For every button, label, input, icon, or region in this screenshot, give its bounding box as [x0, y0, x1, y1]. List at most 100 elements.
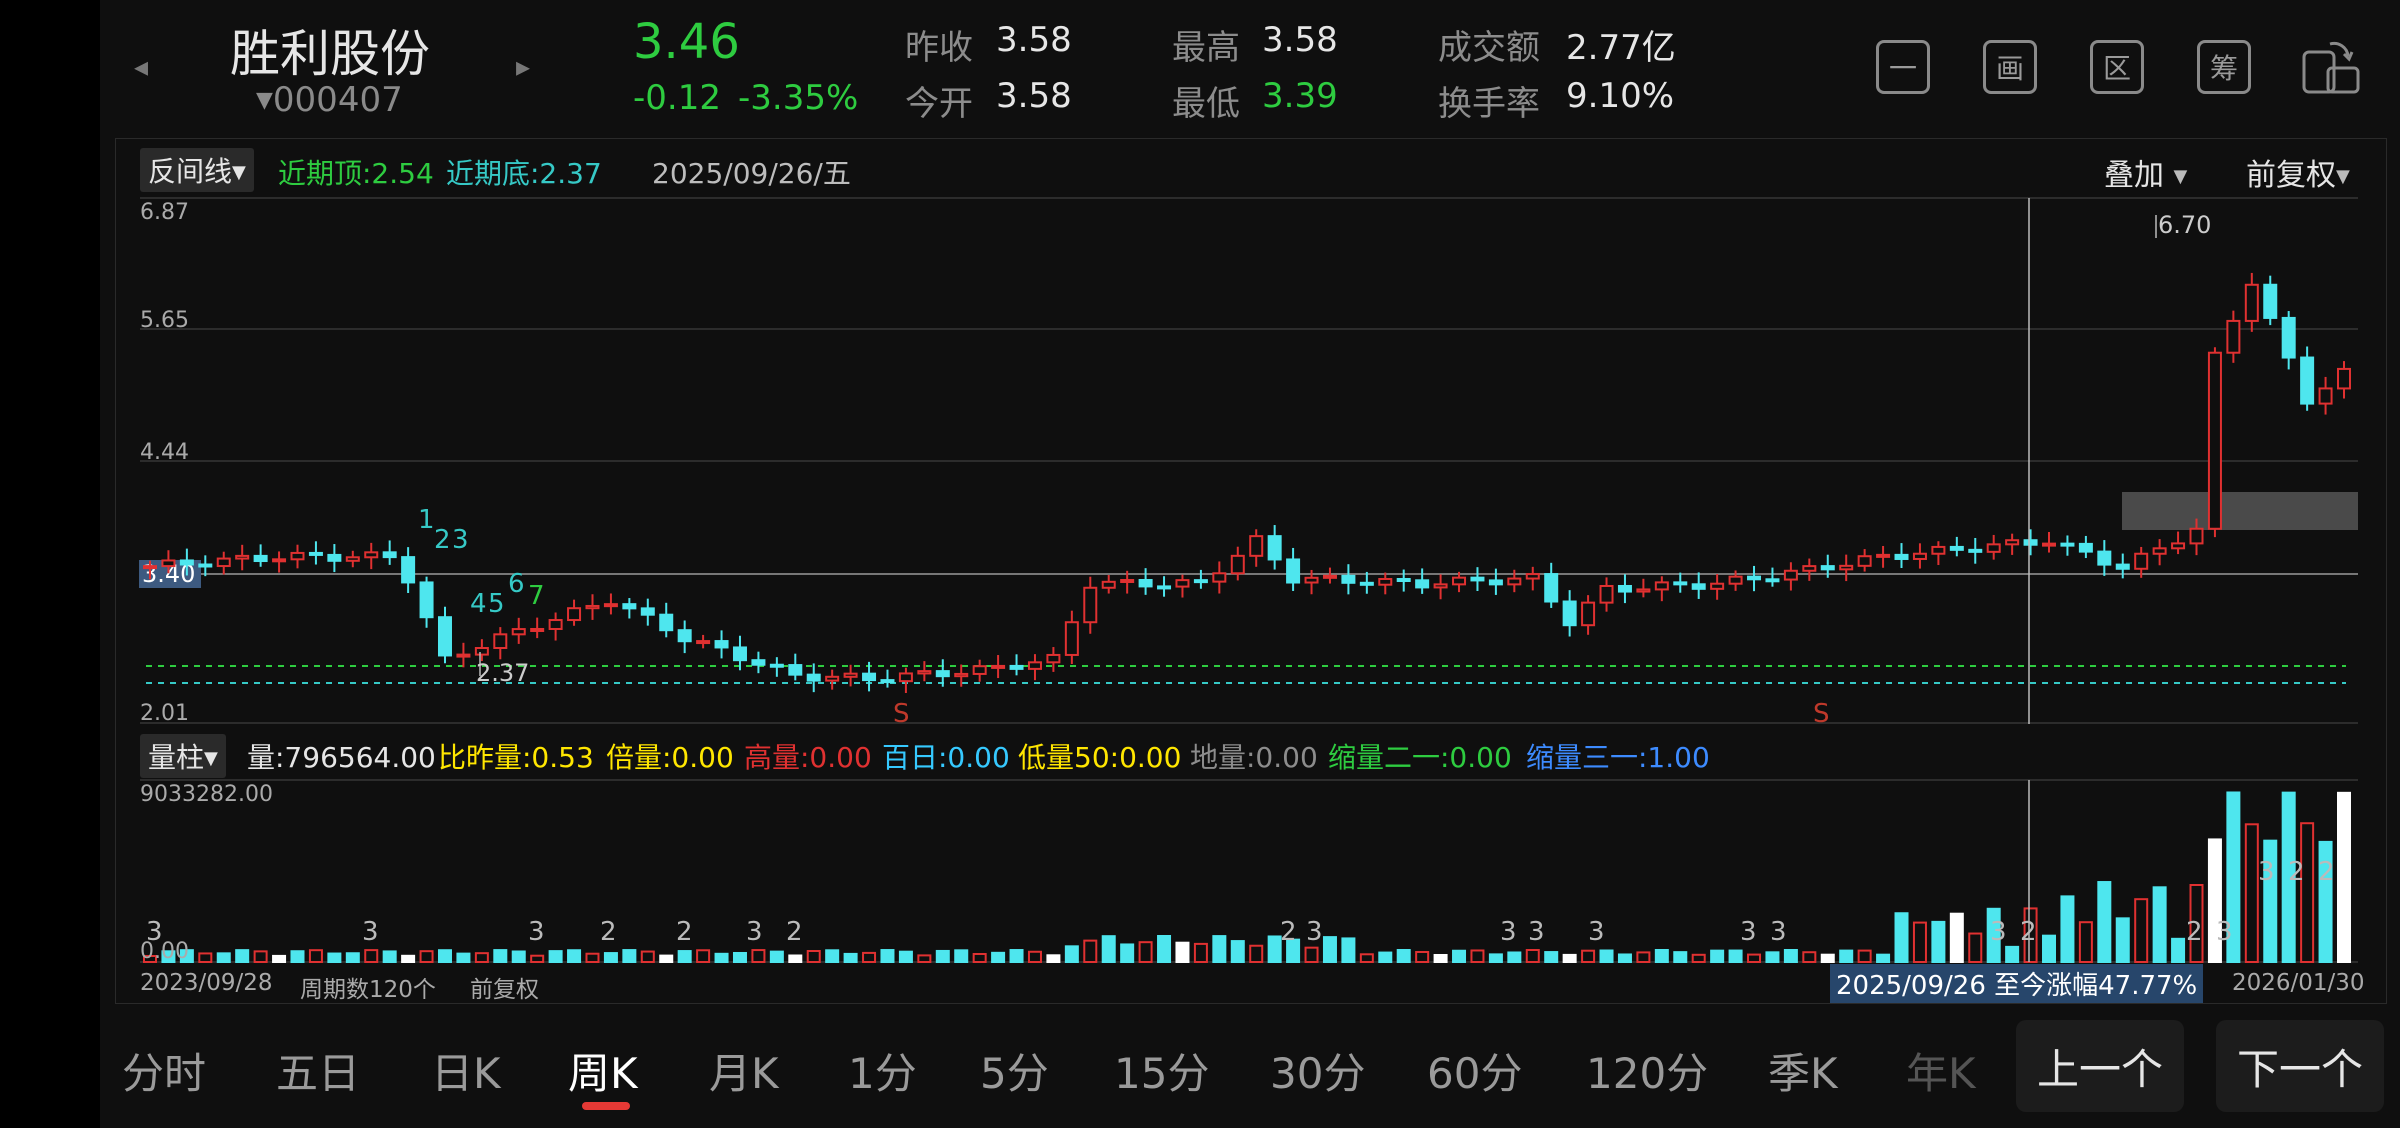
volume-bar — [2337, 791, 2351, 963]
adjust-label: 前复权 — [2246, 158, 2336, 193]
tab-intraday[interactable]: 分时 — [122, 1049, 207, 1098]
y-tick-2: 5.65 — [140, 308, 189, 333]
prev-close-value: 3.58 — [996, 20, 1072, 60]
candle-body — [2226, 319, 2241, 354]
stock-name: 胜利股份 — [230, 25, 430, 83]
low-marker-text: 2.37 — [476, 659, 529, 687]
tab-weekly[interactable]: 周K — [568, 1049, 638, 1098]
candle-body — [714, 640, 729, 649]
volume-bar — [382, 950, 397, 964]
candle-body — [1654, 581, 1669, 591]
volume-bar — [1230, 940, 1245, 964]
multiple-stat: 倍量:0.00 — [606, 741, 734, 774]
next-button[interactable]: 下一个 — [2216, 1020, 2384, 1112]
volume-bar — [548, 950, 563, 964]
turnover-rate-label: 换手率 — [1438, 84, 1540, 124]
candle-body — [1046, 653, 1061, 664]
volume-mark: 2 — [600, 917, 617, 947]
y-tick-1: 6.87 — [140, 200, 189, 225]
end-date: 2026/01/30 — [2232, 970, 2365, 996]
candle-body — [2005, 539, 2020, 546]
tab-yearly[interactable]: 年K — [1906, 1049, 1976, 1098]
dropdown-caret-icon: ▼ — [256, 88, 273, 113]
range-tool-button[interactable]: 区 — [2090, 40, 2144, 94]
candle-body — [474, 647, 489, 656]
prev-button[interactable]: 上一个 — [2016, 1020, 2184, 1112]
low-label: 最低 — [1172, 84, 1240, 124]
tab-120min[interactable]: 120分 — [1586, 1049, 1709, 1098]
next-stock-arrow-icon[interactable]: ▸ — [516, 50, 531, 83]
overlay-button[interactable]: 叠加 ▼ — [2104, 150, 2187, 194]
volume-bar — [677, 950, 692, 963]
current-price: 3.46 — [633, 14, 740, 70]
y-tick-3: 4.44 — [140, 440, 189, 465]
volume-bar — [1876, 953, 1891, 963]
volume-bar — [474, 952, 489, 963]
tab-quarterly[interactable]: 季K — [1768, 1049, 1838, 1098]
adjust-button[interactable]: 前复权▼ — [2246, 150, 2350, 194]
candle-body — [1876, 553, 1891, 558]
candle-body — [1120, 578, 1135, 583]
dropdown-caret-icon: ▼ — [2173, 166, 2188, 187]
tab-1min[interactable]: 1分 — [848, 1049, 917, 1098]
volume-bar — [1673, 951, 1688, 963]
tab-monthly[interactable]: 月K — [709, 1049, 779, 1098]
volume-bar — [732, 951, 747, 963]
signal-7: 7 — [528, 581, 545, 611]
volume-bar — [880, 949, 895, 963]
draw-tool-button[interactable]: 画 — [1983, 40, 2037, 94]
candle-body — [2097, 550, 2112, 566]
volume-bar — [806, 950, 821, 963]
volume-mark: 3 — [2258, 857, 2275, 887]
minimize-tool-button[interactable]: 一 — [1876, 40, 1930, 94]
candle-body — [1452, 576, 1467, 586]
volume-bar — [567, 949, 582, 964]
volume-selector[interactable]: 量柱▼ — [140, 734, 226, 778]
candle-body — [437, 616, 452, 657]
candle-body — [843, 672, 858, 678]
candle-body — [1415, 579, 1430, 589]
tab-15min[interactable]: 15分 — [1114, 1049, 1210, 1098]
tab-daily[interactable]: 日K — [431, 1049, 501, 1098]
tab-60min[interactable]: 60分 — [1427, 1049, 1523, 1098]
volume-bar — [1654, 949, 1669, 964]
prev-stock-arrow-icon[interactable]: ◂ — [134, 50, 149, 83]
tab-30min[interactable]: 30分 — [1270, 1049, 1366, 1098]
volume-bar — [290, 950, 305, 963]
turnover-value: 2.77亿 — [1566, 28, 1676, 68]
rotate-screen-button[interactable] — [2300, 38, 2362, 96]
volume-bar — [898, 950, 913, 964]
candle-body — [2115, 563, 2130, 570]
volume-bar — [1212, 935, 1227, 964]
tab-5min[interactable]: 5分 — [980, 1049, 1049, 1098]
candle-body — [640, 607, 655, 616]
chips-tool-button[interactable]: 筹 — [2197, 40, 2251, 94]
volume-bar — [235, 949, 250, 964]
stock-code[interactable]: ▼000407 — [256, 80, 403, 120]
high-marker-text: 6.70 — [2158, 211, 2211, 239]
candle-body — [2244, 283, 2259, 322]
volume-bar — [1747, 953, 1762, 963]
candle-body — [677, 629, 692, 643]
candle-body — [290, 551, 305, 561]
volume-bar — [1359, 953, 1374, 963]
candle-body — [1894, 553, 1909, 560]
volume-bar — [2171, 937, 2186, 964]
candle-body — [1193, 579, 1208, 584]
candle-body — [1728, 575, 1743, 585]
volume-mark: 3 — [1500, 917, 1517, 947]
tab-five-day[interactable]: 五日 — [276, 1049, 361, 1098]
candle-body — [2078, 542, 2093, 553]
volume-bar — [1488, 953, 1503, 964]
price-change-pct: -3.35% — [738, 78, 859, 118]
volume-mark: 2 — [786, 917, 803, 947]
volume-bar — [1599, 949, 1614, 963]
volume-bar — [308, 949, 323, 964]
volume-bar — [1562, 953, 1577, 963]
candle-body — [1581, 601, 1596, 627]
volume-bar — [1802, 951, 1817, 963]
indicator-selector[interactable]: 反间线▼ — [140, 148, 254, 192]
candle-body — [1820, 565, 1835, 571]
signal-2: 2 — [434, 525, 451, 555]
